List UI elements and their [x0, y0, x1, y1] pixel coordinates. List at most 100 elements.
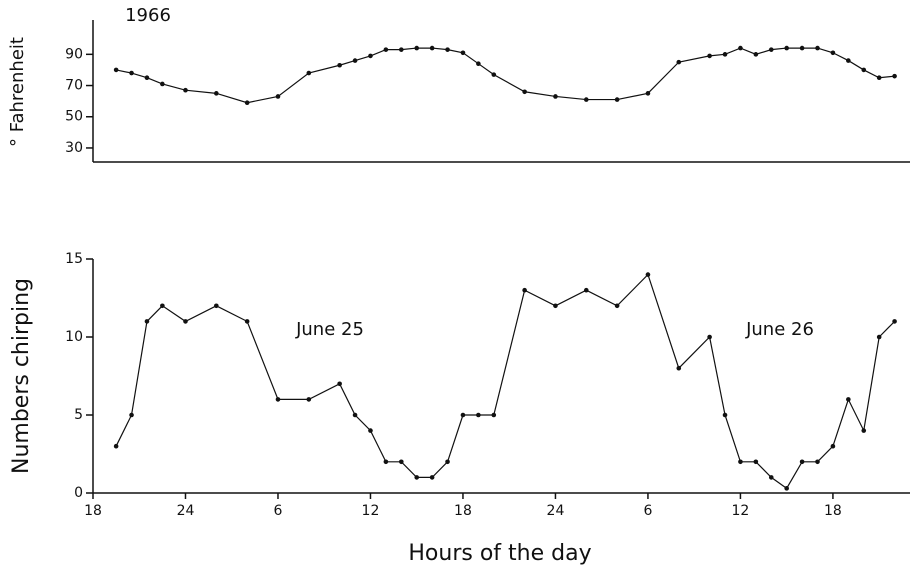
point: [244, 100, 250, 106]
x-tick-label: 24: [547, 503, 565, 519]
point: [476, 412, 481, 418]
point: [275, 397, 281, 402]
point: [846, 58, 851, 63]
point: [784, 45, 789, 51]
point: [876, 334, 882, 340]
x-axis-label: Hours of the day: [408, 541, 591, 566]
point: [876, 75, 882, 81]
y-axis-label: ° Fahrenheit: [7, 37, 28, 147]
point: [861, 428, 867, 433]
point: [768, 47, 774, 52]
point: [113, 67, 119, 73]
point: [861, 67, 867, 73]
point: [383, 459, 389, 465]
point: [399, 47, 404, 52]
point: [583, 287, 589, 293]
x-tick-label: 6: [274, 503, 283, 519]
point: [830, 50, 836, 56]
point: [491, 412, 497, 418]
y-tick-label: 5: [74, 407, 83, 423]
point: [738, 459, 743, 465]
point: [892, 319, 897, 324]
point: [476, 61, 481, 66]
point: [445, 47, 450, 52]
point: [306, 70, 312, 76]
point: [707, 53, 712, 59]
point: [583, 97, 589, 102]
point: [414, 475, 420, 480]
point: [799, 459, 805, 465]
point: [460, 412, 466, 418]
point: [352, 58, 358, 63]
point: [399, 459, 404, 465]
point: [368, 53, 373, 59]
y-tick-label: 90: [65, 46, 83, 62]
point: [368, 428, 373, 433]
point: [614, 97, 620, 102]
point: [414, 45, 420, 51]
y-tick-label: 70: [65, 78, 83, 94]
point: [160, 81, 165, 87]
point: [113, 443, 119, 449]
point: [722, 52, 728, 57]
point: [144, 75, 150, 81]
x-tick-label: 12: [362, 503, 380, 519]
x-tick-label: 12: [732, 503, 750, 519]
point: [799, 45, 805, 51]
point: [676, 365, 682, 371]
x-tick-label: 6: [643, 503, 652, 519]
point: [676, 59, 682, 65]
y-tick-label: 30: [65, 140, 83, 156]
point: [244, 319, 250, 324]
point: [553, 303, 558, 309]
point: [129, 70, 134, 76]
point: [522, 287, 527, 293]
y-tick-label: 10: [65, 329, 83, 345]
point: [306, 397, 312, 402]
point: [491, 72, 497, 77]
point: [553, 94, 558, 99]
x-tick-label: 18: [84, 503, 102, 519]
x-tick-label: 18: [454, 503, 472, 519]
point: [768, 475, 774, 480]
point: [214, 303, 219, 309]
point: [429, 45, 435, 51]
point: [815, 45, 820, 51]
point: [460, 50, 466, 56]
point: [753, 459, 759, 465]
point: [160, 303, 165, 309]
point: [830, 443, 836, 449]
point: [645, 91, 651, 96]
point: [784, 486, 789, 491]
point: [383, 47, 389, 52]
point: [738, 45, 743, 51]
point: [892, 73, 897, 79]
x-tick-label: 24: [177, 503, 195, 519]
point: [129, 412, 134, 418]
point: [645, 272, 651, 277]
y-tick-label: 0: [74, 485, 83, 501]
annotation: June 26: [745, 319, 814, 340]
y-tick-label: 15: [65, 251, 83, 267]
point: [707, 334, 712, 340]
y-tick-label: 50: [65, 109, 83, 125]
point: [753, 52, 759, 57]
point: [522, 89, 527, 95]
point: [722, 412, 728, 418]
point: [275, 94, 281, 99]
panel-title: 1966: [125, 5, 171, 26]
point: [183, 319, 188, 324]
point: [815, 459, 820, 465]
point: [429, 475, 435, 480]
point: [846, 397, 851, 402]
y-axis-label: Numbers chirping: [9, 278, 34, 474]
annotation: June 25: [295, 319, 364, 340]
point: [614, 303, 620, 309]
line: [115, 273, 896, 490]
point: [445, 459, 450, 465]
point: [214, 91, 219, 96]
x-tick-label: 18: [824, 503, 842, 519]
point: [337, 62, 342, 68]
point: [352, 412, 358, 418]
point: [337, 381, 342, 387]
